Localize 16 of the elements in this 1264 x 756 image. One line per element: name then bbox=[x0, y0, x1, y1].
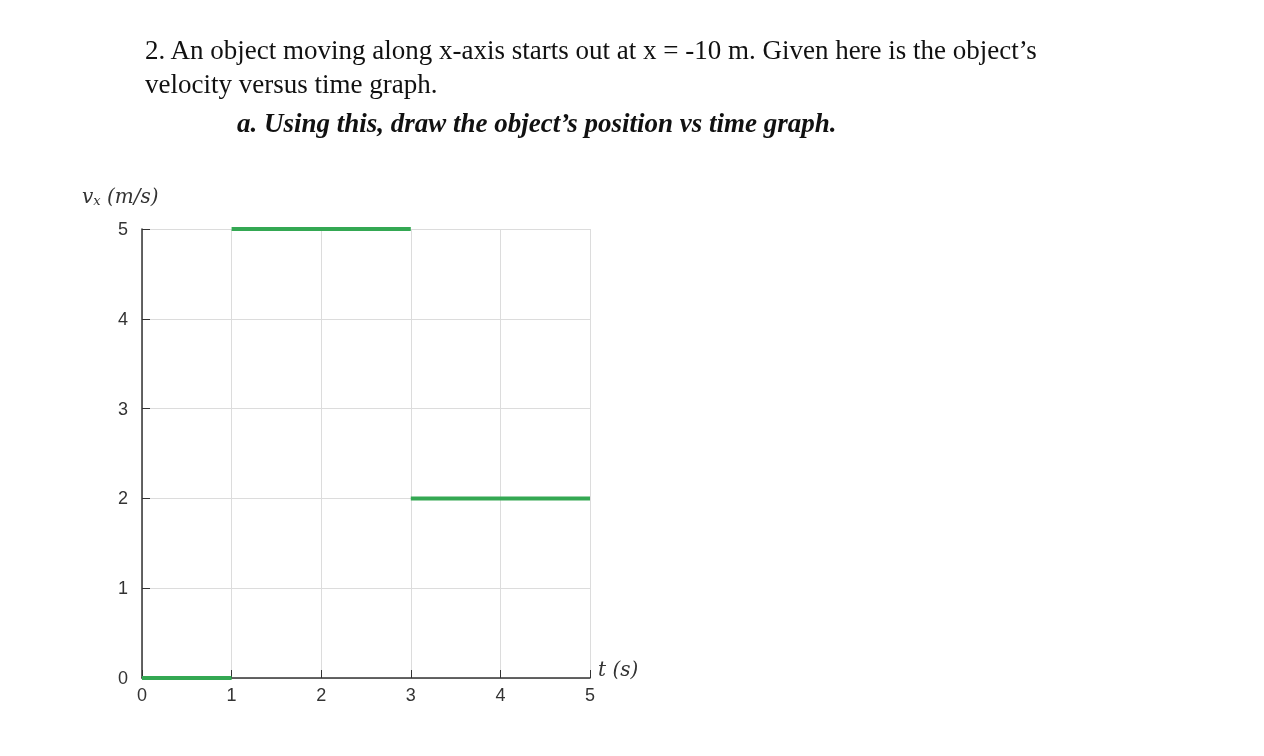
x-tick-label: 5 bbox=[584, 685, 596, 705]
x-tick-label: 3 bbox=[405, 685, 416, 705]
y-tick-label: 3 bbox=[117, 398, 128, 419]
y-tick-label: 2 bbox=[117, 488, 128, 509]
x-tick-label: 4 bbox=[495, 685, 506, 705]
x-tick-label: 2 bbox=[316, 685, 327, 705]
chart-title: 2. An object moving along x-axis starts out at x = -10 m. Given here is the object’s velocity versus time graph. bbox=[145, 35, 1044, 99]
y-axis-title: vx (m/s) bbox=[82, 183, 159, 208]
x-tick-label: 1 bbox=[226, 685, 237, 705]
y-tick-label: 0 bbox=[117, 668, 128, 688]
chart-subtitle: a. Using this, draw the object’s position vs time graph. bbox=[237, 107, 837, 138]
y-tick-label: 5 bbox=[117, 219, 128, 239]
y-tick-label: 1 bbox=[117, 578, 128, 599]
x-tick-label: 0 bbox=[136, 685, 148, 705]
y-tick-label: 4 bbox=[117, 308, 128, 329]
x-axis-title: t (s) bbox=[598, 657, 639, 681]
